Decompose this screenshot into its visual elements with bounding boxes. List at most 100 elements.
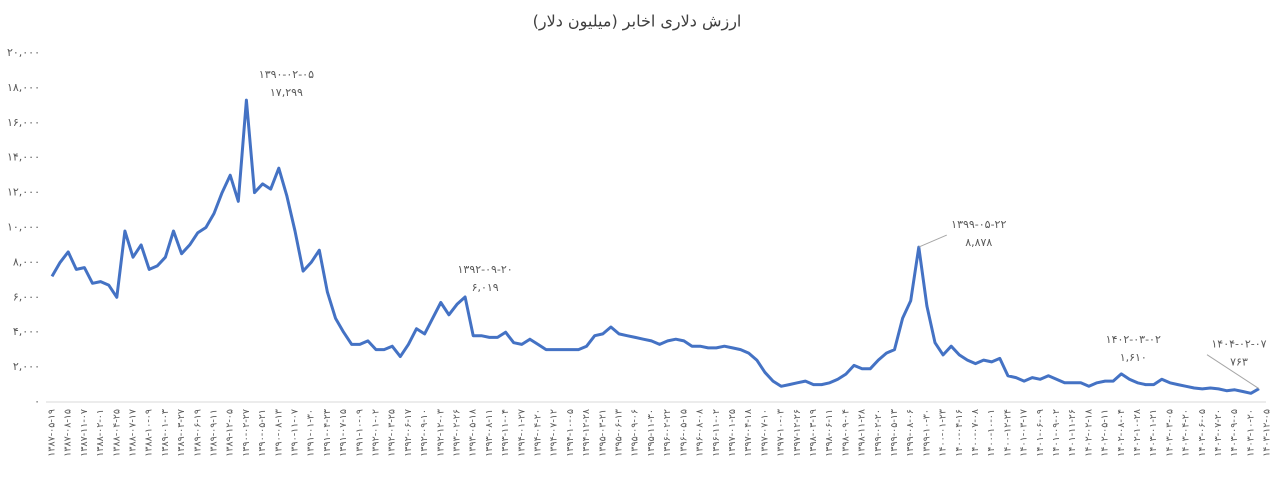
annotation-value: ۱۷,۲۹۹ (270, 86, 303, 99)
y-tick-label: ۶,۰۰۰ (13, 290, 40, 303)
y-tick-label: ۱۶,۰۰۰ (7, 116, 40, 129)
x-tick-label: ۱۴۰۳-۰۱-۲۱ (1148, 409, 1159, 457)
x-tick-label: ۱۳۹۶-۰۲-۲۲ (662, 409, 673, 457)
x-tick-label: ۱۴۰۱-۱۱-۲۶ (1067, 409, 1078, 457)
x-tick-label: ۱۳۹۷-۱۰-۰۳ (776, 409, 787, 457)
x-tick-label: ۱۳۹۰-۱۱-۰۷ (290, 409, 301, 457)
x-tick-label: ۱۴۰۳-۱۲-۰۵ (1262, 409, 1273, 457)
x-tick-label: ۱۳۹۲-۰۳-۲۵ (387, 409, 398, 457)
x-tick-label: ۱۳۹۱-۰۴-۲۳ (322, 409, 333, 457)
leader-line (918, 234, 947, 248)
x-tick-label: ۱۴۰۳-۰۴-۲۰ (1181, 409, 1192, 457)
x-tick-label: ۱۳۹۶-۱۱-۰۲ (711, 409, 722, 457)
x-tick-label: ۱۴۰۳-۰۶-۰۵ (1197, 409, 1208, 457)
x-tick-label: ۱۳۸۹-۰۱-۰۳ (160, 409, 171, 457)
annotation-date: ۱۳۹۲-۰۹-۲۰ (458, 263, 513, 276)
x-tick-label: ۱۳۹۴-۰۱-۲۷ (516, 409, 527, 457)
annotation-date: ۱۳۹۰-۰۲-۰۵ (259, 68, 314, 81)
x-tick-label: ۱۳۹۰-۰۲-۲۷ (241, 409, 252, 457)
x-tick-label: ۱۳۸۸-۱۰-۰۹ (144, 409, 155, 457)
x-tick-label: ۱۴۰۲-۰۵-۱۱ (1100, 409, 1111, 457)
line (50, 98, 1260, 395)
annotation-date: ۱۳۹۹-۰۵-۲۲ (951, 218, 1006, 231)
x-tick-label: ۱۴۰۳-۰۳-۰۵ (1164, 409, 1175, 457)
x-tick-label: ۱۴۰۱-۰۹-۰۲ (1051, 409, 1062, 457)
x-tick-label: ۱۳۸۹-۰۳-۲۷ (176, 409, 187, 457)
x-tick-label: ۱۴۰۰-۰۱-۲۳ (938, 409, 949, 457)
x-tick-label: ۱۳۹۰-۰۸-۱۳ (273, 409, 284, 457)
y-tick-label: ۴,۰۰۰ (13, 325, 40, 338)
x-tick-label: ۱۳۸۷-۰۸-۱۵ (63, 409, 74, 457)
annotation-value: ۷۶۳ (1230, 356, 1248, 369)
y-tick-label: ۱۸,۰۰۰ (7, 81, 40, 94)
x-tick-label: ۱۳۹۸-۰۶-۱۱ (824, 409, 835, 457)
x-tick-label: ۱۳۹۷-۰۷-۱۰ (759, 409, 770, 457)
x-tick-label: ۱۳۸۹-۰۶-۱۹ (192, 409, 203, 457)
x-tick-label: ۱۳۹۸-۱۱-۲۸ (857, 409, 868, 457)
x-tick-label: ۱۳۹۴-۰۷-۱۲ (549, 409, 560, 457)
x-tick-label: ۱۴۰۲-۰۸-۰۴ (1116, 409, 1127, 457)
x-tick-label: ۱۴۰۲-۱۰-۲۸ (1132, 409, 1143, 457)
x-tick-label: ۱۳۸۹-۰۹-۱۱ (209, 409, 220, 457)
leader-line (1206, 354, 1260, 390)
x-tick-label: ۱۳۹۷-۰۱-۲۵ (727, 409, 738, 457)
x-tick-label: ۱۳۹۷-۰۴-۱۸ (743, 409, 754, 457)
x-tick-label: ۱۴۰۰-۱۰-۰۱ (986, 409, 997, 457)
x-tick-label: ۱۳۹۲-۰۱-۰۲ (371, 409, 382, 457)
x-tick-label: ۱۳۹۳-۰۸-۱۱ (484, 409, 495, 457)
x-tick-label: ۱۳۹۹-۰۸-۰۶ (905, 409, 916, 457)
x-tick-label: ۱۳۹۵-۱۱-۳۰ (646, 409, 657, 457)
x-tick-label: ۱۴۰۰-۰۷-۰۸ (970, 409, 981, 457)
annotation-value: ۸,۸۷۸ (965, 236, 992, 249)
y-tick-label: ۸,۰۰۰ (13, 255, 40, 268)
x-tick-label: ۱۴۰۱-۰۳-۱۷ (1019, 409, 1030, 457)
x-tick-label: ۱۳۹۶-۰۵-۱۵ (678, 409, 689, 457)
x-tick-label: ۱۳۸۸-۰۲-۰۱ (95, 409, 106, 457)
y-tick-label: ۲,۰۰۰ (13, 360, 40, 373)
x-tick-label: ۱۳۹۵-۰۳-۲۱ (597, 409, 608, 457)
x-tick-label: ۱۳۹۱-۰۷-۱۵ (338, 409, 349, 457)
x-tick-label: ۱۳۹۹-۱۰-۳۰ (921, 409, 932, 457)
x-tick-label: ۱۳۹۴-۱۲-۲۸ (581, 409, 592, 457)
x-tick-label: ۱۳۸۸-۰۴-۲۵ (111, 409, 122, 457)
x-tick-label: ۱۳۹۴-۰۴-۲۰ (533, 409, 544, 457)
y-tick-label: ۲۰,۰۰۰ (7, 46, 40, 59)
x-tick-label: ۱۳۸۷-۰۵-۱۹ (47, 409, 58, 457)
x-tick-label: ۱۳۹۲-۱۲-۰۳ (435, 409, 446, 457)
x-tick-label: ۱۴۰۰-۱۲-۲۴ (1002, 409, 1013, 457)
x-tick-label: ۱۴۰۱-۰۶-۰۹ (1035, 409, 1046, 457)
x-tick-label: ۱۳۸۷-۱۱-۰۷ (79, 409, 90, 457)
y-tick-label: ۱۲,۰۰۰ (7, 186, 40, 199)
y-tick-label: ۱۰,۰۰۰ (7, 221, 40, 234)
x-tick-label: ۱۳۹۳-۰۲-۲۶ (452, 409, 463, 457)
annotation-date: ۱۴۰۴-۰۲-۰۷ (1211, 338, 1266, 351)
x-tick-label: ۱۳۹۵-۰۹-۰۶ (630, 409, 641, 457)
x-tick-label: ۱۳۹۱-۰۱-۳۰ (306, 409, 317, 457)
x-tick-label: ۱۳۹۰-۰۵-۲۱ (257, 409, 268, 457)
x-tick-label: ۱۳۹۲-۰۹-۱۰ (419, 409, 430, 457)
x-tick-label: ۱۳۹۷-۱۲-۲۶ (792, 409, 803, 457)
x-tick-label: ۱۳۸۹-۱۲-۰۵ (225, 409, 236, 457)
chart-title: ارزش دلاری اخابر (میلیون دلار) (533, 12, 742, 32)
x-tick-label: ۱۳۹۳-۱۱-۰۴ (500, 409, 511, 457)
x-tick-label: ۱۴۰۳-۰۷-۲۰ (1213, 409, 1224, 457)
annotation-value: ۶,۰۱۹ (472, 281, 499, 294)
x-tick-label: ۱۴۰۲-۰۲-۱۸ (1083, 409, 1094, 457)
x-tick-label: ۱۳۹۸-۰۳-۱۹ (808, 409, 819, 457)
x-tick-label: ۱۴۰۳-۰۹-۰۵ (1229, 409, 1240, 457)
x-tick-label: ۱۴۰۳-۱۰-۲۰ (1245, 409, 1256, 457)
annotation-date: ۱۴۰۲-۰۳-۰۲ (1106, 333, 1161, 346)
x-tick-label: ۱۴۰۰-۰۴-۱۶ (954, 409, 965, 457)
x-tick-label: ۱۳۹۶-۰۸-۰۸ (695, 409, 706, 457)
x-tick-label: ۱۳۹۲-۰۶-۱۷ (403, 409, 414, 457)
y-tick-label: ۰ (34, 395, 40, 408)
x-tick-label: ۱۳۹۱-۱۰-۰۹ (354, 409, 365, 457)
x-tick-label: ۱۳۹۴-۱۰-۰۵ (565, 409, 576, 457)
x-tick-label: ۱۳۹۸-۰۹-۰۴ (840, 409, 851, 457)
x-tick-label: ۱۳۹۳-۰۵-۱۸ (468, 409, 479, 457)
x-tick-label: ۱۳۹۹-۰۵-۱۳ (889, 409, 900, 457)
x-tick-label: ۱۳۹۹-۰۲-۲۰ (873, 409, 884, 457)
